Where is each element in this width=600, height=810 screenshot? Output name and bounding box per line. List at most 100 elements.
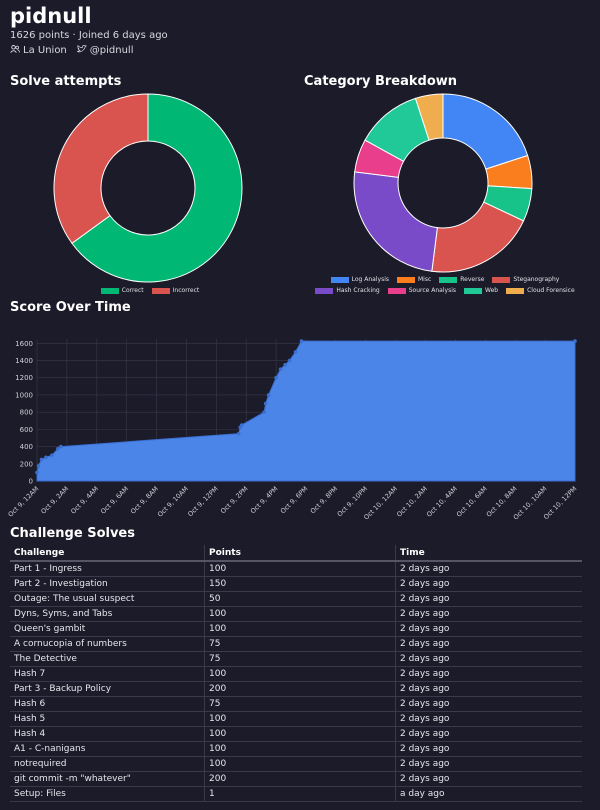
challenge-name[interactable]: Dyns, Syms, and Tabs bbox=[10, 606, 205, 622]
legend-label: Hash Cracking bbox=[336, 287, 380, 294]
score-point[interactable] bbox=[293, 350, 298, 354]
x-tick-label: Oct 9, 12PM bbox=[186, 485, 219, 518]
twitter-icon bbox=[75, 44, 87, 56]
solve-time: 2 days ago bbox=[395, 696, 582, 712]
challenge-points: 50 bbox=[204, 591, 396, 607]
score-point[interactable] bbox=[236, 431, 241, 436]
column-header-points: Points bbox=[204, 545, 396, 562]
legend-entry[interactable]: Misc bbox=[397, 276, 431, 283]
challenge-name[interactable]: A1 - C-nanigans bbox=[10, 741, 205, 757]
score-point[interactable] bbox=[39, 457, 44, 462]
solve-attempts-legend: Correct Incorrect bbox=[40, 287, 260, 294]
legend-entry[interactable]: Cloud Forensice bbox=[506, 287, 575, 294]
legend-label: Correct bbox=[121, 287, 144, 294]
x-tick-label: Oct 9, 6PM bbox=[279, 485, 310, 516]
score-point[interactable] bbox=[36, 464, 41, 468]
table-row: A1 - C-nanigans 100 2 days ago bbox=[10, 741, 582, 757]
team-link[interactable]: La Union bbox=[10, 45, 67, 56]
legend-entry[interactable]: Hash Cracking bbox=[315, 287, 380, 294]
pie-slice-log-analysis[interactable] bbox=[442, 93, 529, 170]
score-point[interactable] bbox=[35, 470, 39, 475]
solve-time: 2 days ago bbox=[395, 651, 582, 667]
legend-entry[interactable]: Log Analysis bbox=[330, 276, 389, 283]
table-row: Hash 5 100 2 days ago bbox=[10, 711, 582, 727]
challenge-name[interactable]: Hash 7 bbox=[10, 666, 205, 682]
table-row: Setup: Files 1 a day ago bbox=[10, 786, 582, 802]
column-header-time: Time bbox=[395, 545, 582, 562]
legend-swatch bbox=[397, 276, 415, 283]
score-point[interactable] bbox=[262, 410, 266, 414]
y-tick-label: 600 bbox=[20, 426, 33, 434]
challenge-points: 100 bbox=[204, 726, 396, 742]
pie-slice-incorrect[interactable] bbox=[53, 93, 149, 244]
legend-entry[interactable]: Web bbox=[464, 287, 498, 294]
challenge-name[interactable]: Part 2 - Investigation bbox=[10, 576, 205, 592]
x-tick-label: Oct 10, 4AM bbox=[425, 485, 459, 519]
challenge-points: 200 bbox=[204, 771, 396, 787]
challenge-points: 100 bbox=[204, 711, 396, 727]
score-over-time-title: Score Over Time bbox=[10, 300, 131, 315]
challenge-name[interactable]: Setup: Files bbox=[10, 786, 205, 802]
challenge-name[interactable]: Queen's gambit bbox=[10, 621, 205, 637]
column-header-challenge: Challenge bbox=[10, 545, 205, 562]
table-row: Dyns, Syms, and Tabs 100 2 days ago bbox=[10, 606, 582, 622]
score-point[interactable] bbox=[50, 453, 54, 457]
solve-time: 2 days ago bbox=[395, 636, 582, 652]
challenge-name[interactable]: Outage: The usual suspect bbox=[10, 591, 205, 607]
challenge-points: 100 bbox=[204, 621, 396, 637]
score-point[interactable] bbox=[274, 375, 278, 380]
legend-entry[interactable]: Incorrect bbox=[151, 287, 200, 294]
pie-slice-cloud-forensice[interactable] bbox=[414, 93, 444, 141]
challenge-points: 100 bbox=[204, 756, 396, 772]
score-point[interactable] bbox=[278, 367, 283, 371]
challenge-name[interactable]: notrequired bbox=[10, 756, 205, 772]
x-tick-label: Oct 9, 10AM bbox=[156, 485, 190, 519]
legend-swatch bbox=[387, 287, 406, 294]
score-point[interactable] bbox=[239, 423, 244, 427]
challenge-name[interactable]: Part 1 - Ingress bbox=[10, 561, 205, 577]
table-row: notrequired 100 2 days ago bbox=[10, 756, 582, 772]
score-point[interactable] bbox=[263, 401, 268, 406]
table-row: The Detective 75 2 days ago bbox=[10, 651, 582, 667]
solve-time: 2 days ago bbox=[395, 711, 582, 727]
challenge-name[interactable]: A cornucopia of numbers bbox=[10, 636, 205, 652]
challenge-name[interactable]: Part 3 - Backup Policy bbox=[10, 681, 205, 697]
challenge-points: 75 bbox=[204, 651, 396, 667]
score-point[interactable] bbox=[283, 363, 287, 367]
legend-swatch bbox=[151, 287, 170, 294]
legend-label: Incorrect bbox=[172, 287, 200, 294]
challenge-points: 100 bbox=[204, 606, 396, 622]
challenge-name[interactable]: The Detective bbox=[10, 651, 205, 667]
score-point[interactable] bbox=[59, 444, 63, 449]
score-point[interactable] bbox=[266, 393, 271, 397]
score-area bbox=[36, 340, 576, 482]
legend-entry[interactable]: Source Analysis bbox=[387, 287, 456, 294]
legend-entry[interactable]: Correct bbox=[100, 287, 144, 294]
legend-entry[interactable]: Steganography bbox=[492, 276, 559, 283]
score-point[interactable] bbox=[44, 455, 48, 460]
legend-swatch bbox=[330, 276, 349, 283]
legend-label: Source Analysis bbox=[408, 287, 456, 294]
y-tick-label: 800 bbox=[20, 409, 33, 417]
challenge-name[interactable]: git commit -m "whatever" bbox=[10, 771, 205, 787]
score-point[interactable] bbox=[299, 339, 304, 343]
x-tick-label: Oct 9, 8PM bbox=[309, 485, 340, 516]
challenge-name[interactable]: Hash 4 bbox=[10, 726, 205, 742]
solve-time: 2 days ago bbox=[395, 606, 582, 622]
challenge-name[interactable]: Hash 5 bbox=[10, 711, 205, 727]
solve-time: 2 days ago bbox=[395, 561, 582, 577]
challenge-name[interactable]: Hash 6 bbox=[10, 696, 205, 712]
users-icon bbox=[10, 45, 20, 56]
challenge-solves-table: Challenge Points Time Part 1 - Ingress 10… bbox=[10, 545, 582, 802]
legend-entry[interactable]: Reverse bbox=[439, 276, 484, 283]
score-point[interactable] bbox=[56, 446, 60, 451]
solve-time: 2 days ago bbox=[395, 771, 582, 787]
username: pidnull bbox=[10, 4, 92, 28]
legend-swatch bbox=[315, 287, 334, 294]
pie-slice-hash-cracking[interactable] bbox=[353, 171, 438, 272]
score-point[interactable] bbox=[573, 339, 577, 343]
score-point[interactable] bbox=[287, 358, 292, 363]
table-row: Hash 6 75 2 days ago bbox=[10, 696, 582, 712]
twitter-link[interactable]: @pidnull bbox=[75, 44, 134, 56]
pie-slice-correct[interactable] bbox=[71, 93, 243, 283]
